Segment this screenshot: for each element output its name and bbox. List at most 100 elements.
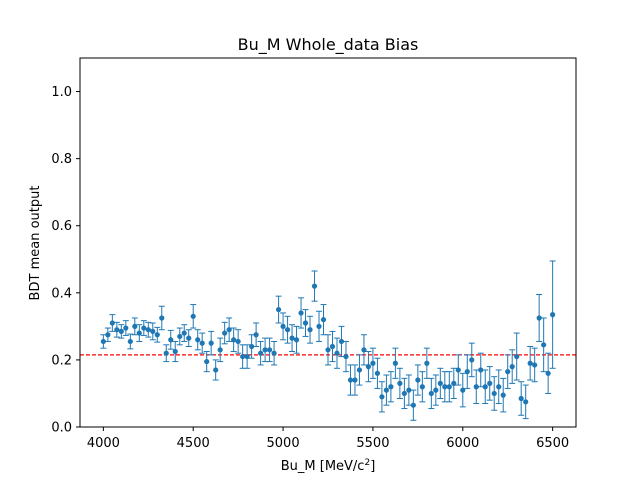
point-marker xyxy=(249,343,255,350)
x-axis-label-suffix: ] xyxy=(370,459,375,474)
data-point xyxy=(365,351,372,383)
point-marker xyxy=(536,315,542,321)
point-marker xyxy=(311,283,318,289)
y-ticks: 0.0 0.2 0.4 0.6 0.8 1.0 xyxy=(51,85,80,436)
data-point xyxy=(127,333,134,350)
point-marker xyxy=(496,384,502,390)
point-marker xyxy=(550,312,556,318)
point-marker xyxy=(181,330,187,336)
point-marker xyxy=(199,340,205,346)
data-point xyxy=(356,354,363,386)
point-marker xyxy=(451,380,457,386)
point-marker xyxy=(478,367,484,373)
point-marker xyxy=(141,325,147,331)
data-point xyxy=(257,340,264,366)
chart-title: Bu_M Whole_data Bias xyxy=(238,35,419,55)
point-marker xyxy=(518,395,524,402)
point-marker xyxy=(240,353,246,360)
y-tick-label: 0.2 xyxy=(51,353,72,368)
y-tick-label: 0.8 xyxy=(51,152,72,167)
data-point xyxy=(360,334,367,366)
point-marker xyxy=(163,350,169,356)
point-marker xyxy=(338,338,345,345)
data-point xyxy=(414,364,421,396)
point-marker xyxy=(208,340,214,346)
point-marker xyxy=(123,325,129,331)
point-marker xyxy=(473,384,479,390)
point-marker xyxy=(136,330,142,336)
data-point xyxy=(419,371,426,403)
data-point xyxy=(392,347,399,379)
point-marker xyxy=(231,337,237,343)
point-marker xyxy=(446,384,452,390)
data-point xyxy=(325,334,331,366)
point-marker xyxy=(460,387,466,393)
data-point xyxy=(208,330,215,356)
point-marker xyxy=(302,320,309,326)
data-point xyxy=(136,324,143,342)
data-point xyxy=(253,322,260,347)
data-point xyxy=(540,317,547,373)
data-point xyxy=(495,369,502,405)
point-marker xyxy=(352,377,358,383)
point-marker xyxy=(118,328,124,334)
point-marker xyxy=(235,338,241,345)
data-point xyxy=(230,327,237,353)
point-marker xyxy=(204,358,210,365)
data-point xyxy=(374,357,381,389)
data-point xyxy=(338,325,345,358)
point-marker xyxy=(500,392,506,398)
data-point xyxy=(513,332,520,381)
point-marker xyxy=(262,347,268,353)
point-marker xyxy=(105,332,111,338)
point-marker xyxy=(532,362,538,368)
point-marker xyxy=(150,328,156,334)
data-point xyxy=(531,347,538,383)
point-marker xyxy=(109,320,115,326)
point-marker xyxy=(244,353,250,360)
data-point xyxy=(185,329,192,347)
point-marker xyxy=(100,338,106,345)
point-marker xyxy=(374,370,381,376)
point-marker xyxy=(266,347,273,353)
x-tick-label: 5500 xyxy=(356,436,389,451)
data-point xyxy=(118,324,125,339)
data-point xyxy=(113,321,120,338)
data-point xyxy=(378,381,385,413)
data-point xyxy=(194,329,201,351)
data-point xyxy=(176,327,183,346)
point-marker xyxy=(177,333,183,340)
point-marker xyxy=(437,380,443,386)
data-point xyxy=(545,352,552,394)
data-point xyxy=(289,324,296,353)
data-point xyxy=(369,347,376,379)
data-point xyxy=(450,367,457,399)
point-marker xyxy=(482,384,488,390)
data-point xyxy=(226,317,233,342)
data-point xyxy=(437,367,444,399)
data-point xyxy=(235,329,242,354)
point-marker xyxy=(186,335,192,341)
y-tick-label: 1.0 xyxy=(51,85,72,100)
data-point xyxy=(181,324,188,342)
point-marker xyxy=(424,360,430,366)
data-point xyxy=(522,384,529,420)
point-marker xyxy=(428,390,434,397)
point-marker xyxy=(505,369,511,375)
point-marker xyxy=(491,390,497,397)
data-point xyxy=(428,377,435,410)
data-point xyxy=(459,372,466,408)
point-marker xyxy=(383,387,390,393)
y-tick-label: 0.4 xyxy=(51,286,72,301)
data-point xyxy=(491,376,498,411)
data-point xyxy=(482,369,489,405)
point-marker xyxy=(545,370,551,376)
data-point xyxy=(122,320,129,336)
data-point xyxy=(455,354,462,386)
point-marker xyxy=(127,338,133,345)
x-tick-label: 4000 xyxy=(87,436,120,451)
data-point xyxy=(311,270,318,302)
x-tick-label: 5000 xyxy=(267,436,300,451)
data-point xyxy=(280,312,287,341)
data-point xyxy=(441,371,448,403)
